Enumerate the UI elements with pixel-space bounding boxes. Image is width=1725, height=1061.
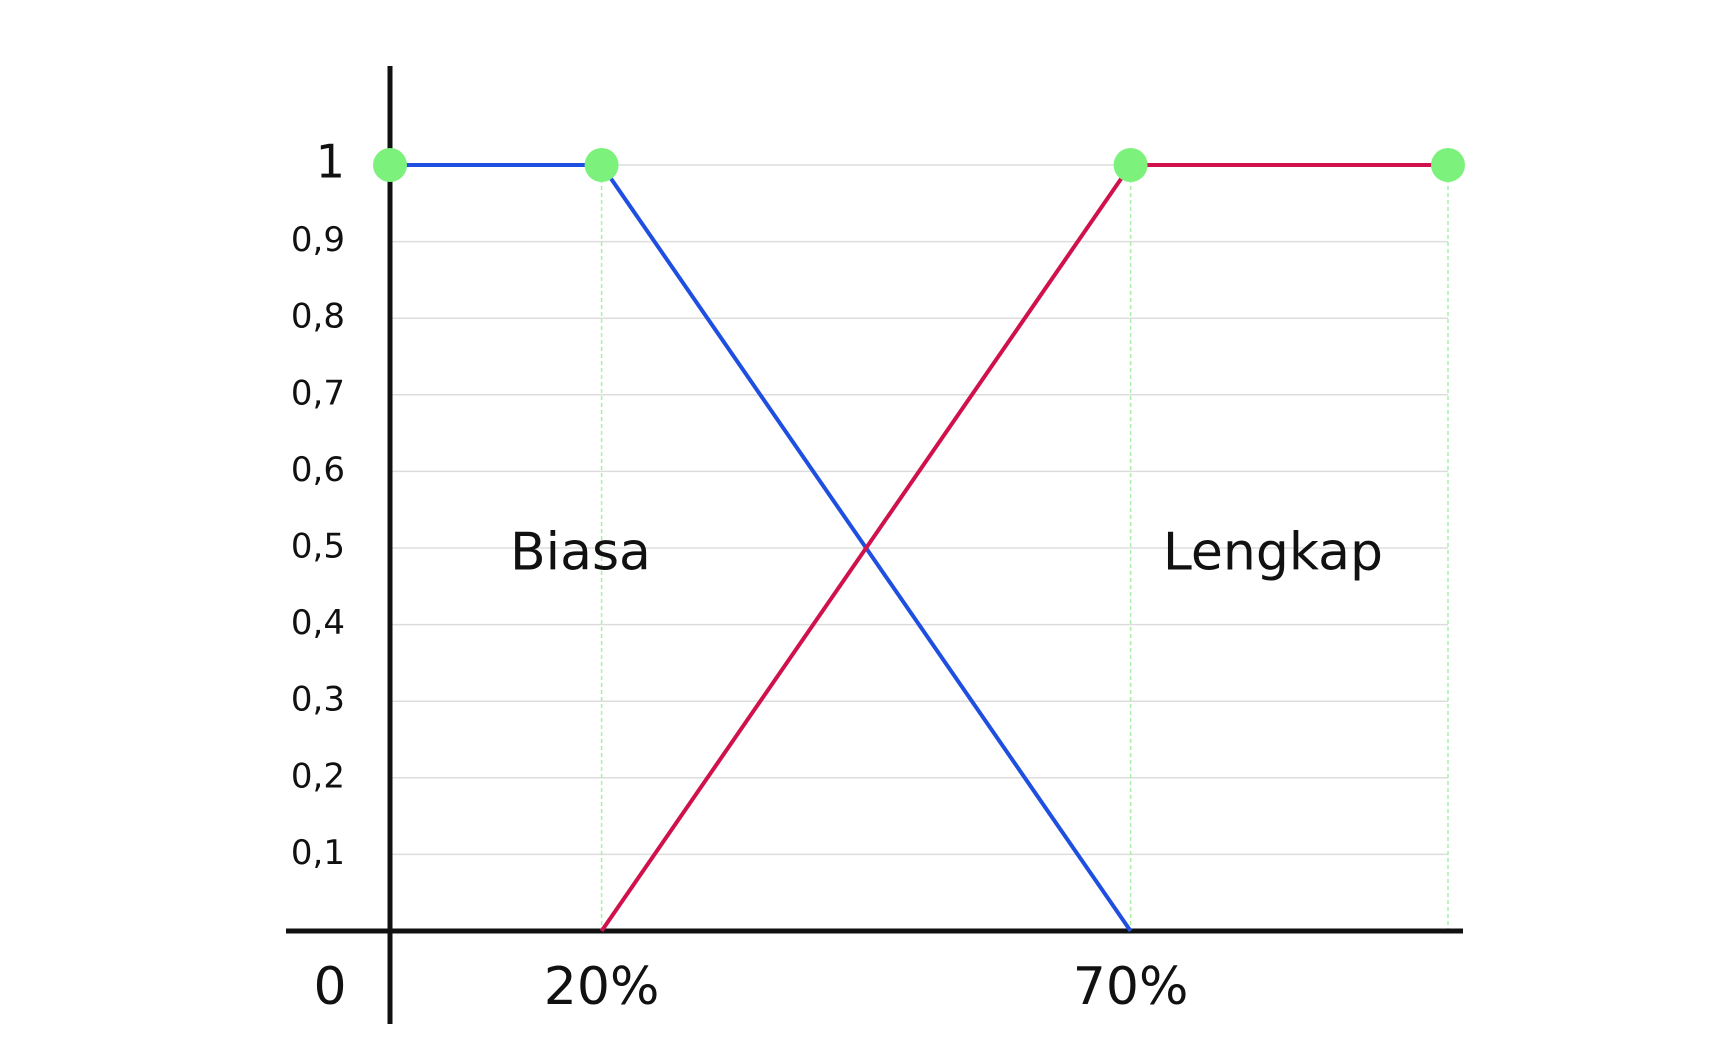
series-label-biasa: Biasa — [510, 523, 651, 583]
y-tick-label: 0,5 — [291, 527, 345, 567]
label-layer: 1 0,9 0,8 0,7 0,6 0,5 0,4 0,3 0,2 0,1 0 20% 70% Biasa… — [291, 135, 1383, 1018]
marker-layer — [373, 148, 1465, 182]
guide-layer — [600, 165, 1449, 931]
data-point-marker — [1113, 148, 1148, 182]
x-tick-label: 20% — [544, 957, 660, 1017]
data-point-marker — [584, 148, 619, 182]
y-tick-label: 0,4 — [291, 603, 345, 643]
data-point-marker — [1431, 148, 1465, 182]
y-tick-label: 1 — [316, 135, 345, 189]
x-tick-label: 0 — [313, 957, 346, 1017]
x-tick-label: 70% — [1073, 957, 1189, 1017]
y-tick-label: 0,9 — [291, 220, 345, 260]
series-label-lengkap: Lengkap — [1163, 523, 1383, 583]
grid-layer — [390, 164, 1448, 856]
y-tick-label: 0,3 — [291, 680, 345, 720]
data-point-marker — [373, 148, 407, 182]
axes-layer — [286, 66, 1463, 1024]
y-tick-label: 0,1 — [291, 833, 345, 873]
y-tick-label: 0,7 — [291, 373, 345, 413]
y-tick-label: 0,6 — [291, 450, 345, 490]
y-tick-label: 0,2 — [291, 756, 345, 796]
y-tick-label: 0,8 — [291, 297, 345, 337]
